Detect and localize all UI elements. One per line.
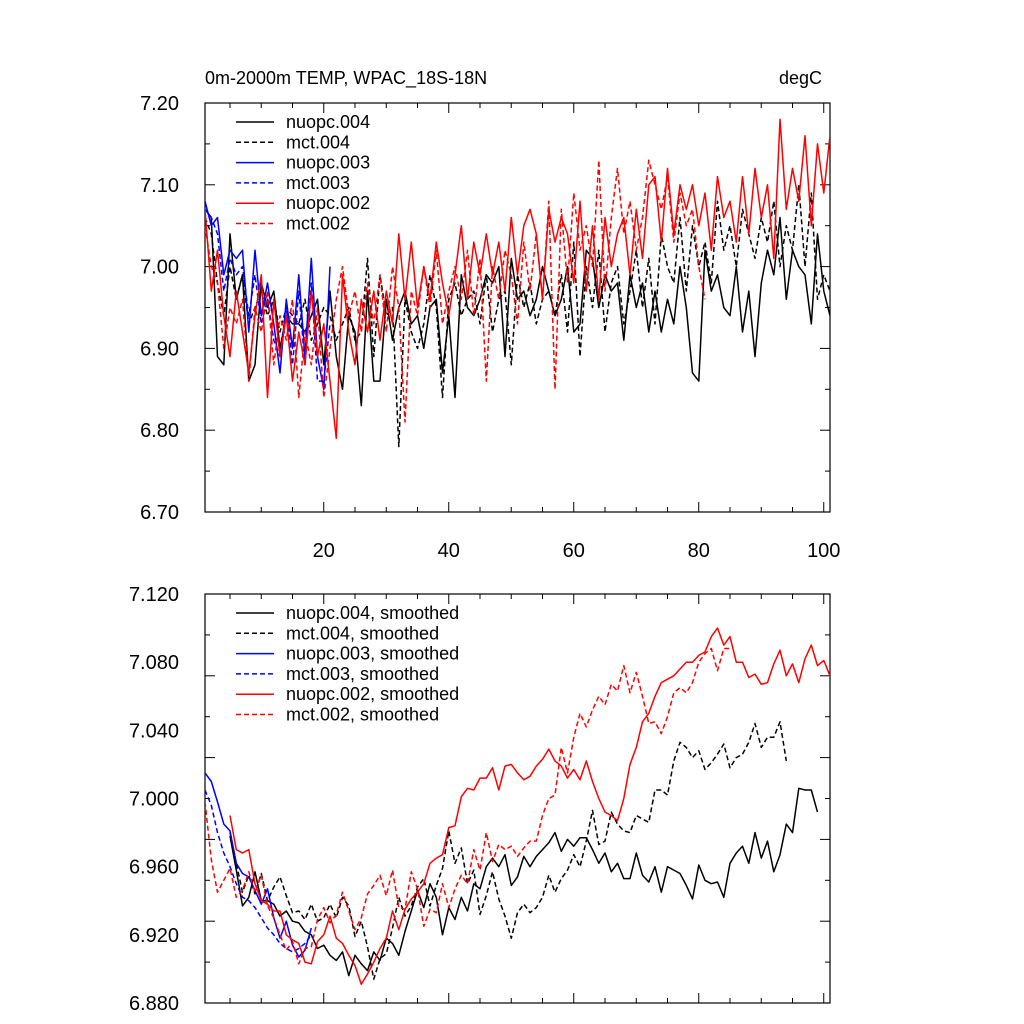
series-line-mct-004-smoothed [229, 721, 788, 980]
y-tick-label: 7.080 [129, 652, 179, 674]
series-group [205, 627, 830, 986]
series-line-nuopc-004-smoothed [229, 787, 819, 977]
legend: nuopc.004mct.004nuopc.003mct.003nuopc.00… [236, 112, 370, 234]
legend-label: nuopc.004, smoothed [286, 603, 459, 623]
series-line-nuopc-003 [205, 201, 331, 391]
y-tick-label: 6.880 [129, 993, 179, 1015]
series-line-mct-004 [205, 184, 830, 448]
series-group [205, 118, 830, 448]
series-line-nuopc-002-smoothed [229, 627, 830, 986]
x-tick-label: 60 [563, 540, 585, 562]
series-line-nuopc-002 [205, 118, 830, 440]
legend-label: mct.004 [286, 132, 350, 152]
legend-label: nuopc.002 [286, 193, 370, 213]
legend-label: nuopc.004 [286, 112, 370, 132]
legend-label: nuopc.003, smoothed [286, 644, 459, 664]
y-tick-label: 6.960 [129, 857, 179, 879]
y-tick-label: 6.920 [129, 925, 179, 947]
legend-label: mct.002 [286, 214, 350, 234]
y-tick-label: 6.70 [140, 502, 179, 524]
legend-label: mct.002, smoothed [286, 705, 439, 725]
series-line-mct-002-smoothed [205, 647, 730, 965]
series-line-nuopc-003-smoothed [205, 772, 313, 958]
x-tick-label: 100 [807, 540, 840, 562]
legend-label: mct.003, smoothed [286, 664, 439, 684]
x-tick-label: 40 [438, 540, 460, 562]
x-tick-label: 20 [313, 540, 335, 562]
series-line-mct-002 [205, 159, 706, 423]
series-line-mct-003-smoothed [205, 789, 312, 953]
y-tick-label: 7.000 [129, 789, 179, 811]
y-tick-label: 7.00 [140, 257, 179, 279]
chart-title: 0m-2000m TEMP, WPAC_18S-18N [205, 68, 487, 89]
y-tick-label: 7.20 [140, 93, 179, 115]
y-tick-label: 7.120 [129, 584, 179, 606]
y-tick-label: 6.80 [140, 420, 179, 442]
y-tick-label: 7.10 [140, 175, 179, 197]
y-tick-label: 7.040 [129, 720, 179, 742]
y-tick-label: 6.90 [140, 338, 179, 360]
legend-label: mct.004, smoothed [286, 623, 439, 643]
legend-label: mct.003 [286, 173, 350, 193]
top-panel: 6.70 6.80 6.90 7.00 7.10 7.20 20 40 60 80 100 0m-20… [140, 68, 840, 562]
legend-label: nuopc.002, smoothed [286, 684, 459, 704]
legend-label: nuopc.003 [286, 153, 370, 173]
units-label: degC [779, 68, 822, 88]
bottom-panel: 6.880 6.920 6.960 7.000 7.040 7.080 7.120 nuopc… [129, 584, 831, 1015]
x-tick-label: 80 [688, 540, 710, 562]
